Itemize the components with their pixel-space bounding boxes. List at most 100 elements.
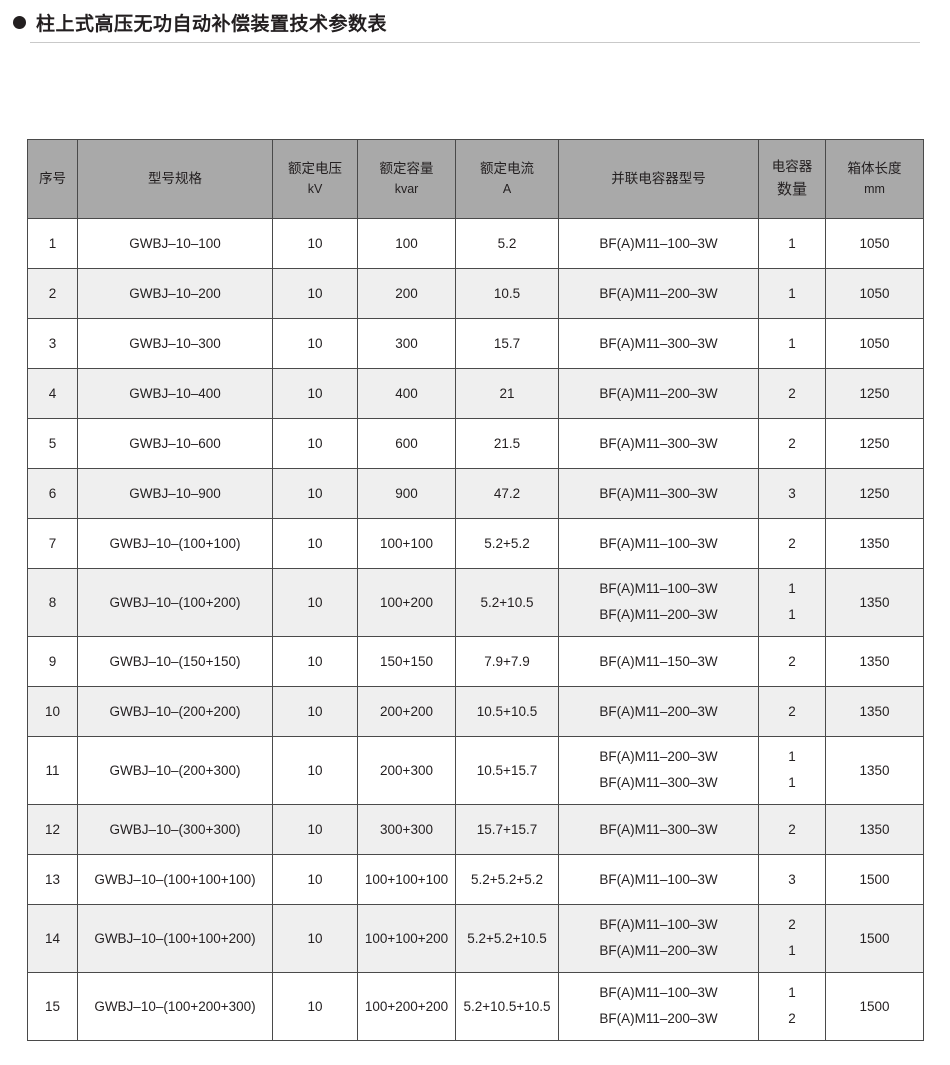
header-label-capacitor-qty-line1: 电容器 (771, 158, 813, 174)
cell-length: 1050 (825, 218, 924, 269)
cell-capacitor-model-stack: BF(A)M11–100–3W BF(A)M11–200–3W (561, 985, 756, 1027)
cell-capacitor-qty-line: 1 (788, 775, 796, 790)
cell-capacitor-model-line: BF(A)M11–100–3W (599, 985, 718, 1001)
header-unit-voltage: kV (307, 181, 323, 196)
cell-length: 1250 (825, 368, 924, 419)
cell-current: 5.2+5.2 (455, 518, 559, 569)
cell-capacitor-model: BF(A)M11–100–3W BF(A)M11–200–3W (558, 568, 759, 637)
cell-voltage: 10 (272, 268, 358, 319)
table-row: 5 GWBJ–10–600 10 600 21.5 BF(A)M11–300–3W 2 125… (27, 418, 924, 469)
cell-capacitor-qty: 3 (758, 468, 826, 519)
column-header-capacity: 额定容量 kvar (357, 139, 456, 219)
cell-length: 1350 (825, 804, 924, 855)
cell-capacitor-model-line: BF(A)M11–100–3W (599, 917, 718, 933)
header-label-no: 序号 (39, 170, 66, 186)
cell-capacitor-model: BF(A)M11–100–3W BF(A)M11–200–3W (558, 904, 759, 973)
cell-length: 1050 (825, 318, 924, 369)
cell-voltage: 10 (272, 636, 358, 687)
cell-voltage: 10 (272, 686, 358, 737)
header-unit-current: A (502, 181, 512, 196)
table-row: 2 GWBJ–10–200 10 200 10.5 BF(A)M11–200–3W 1 105… (27, 268, 924, 319)
cell-no: 5 (27, 418, 78, 469)
cell-capacitor-model: BF(A)M11–200–3W (558, 368, 759, 419)
page-title: 柱上式高压无功自动补偿装置技术参数表 (36, 14, 388, 35)
column-header-capacitor-model: 并联电容器型号 (558, 139, 759, 219)
cell-current: 21 (455, 368, 559, 419)
cell-model: GWBJ–10–(100+100+200) (77, 904, 273, 973)
cell-capacitor-model: BF(A)M11–100–3W BF(A)M11–200–3W (558, 972, 759, 1041)
page-title-block: 柱上式高压无功自动补偿装置技术参数表 (0, 0, 950, 43)
cell-no: 4 (27, 368, 78, 419)
bullet-icon (13, 16, 26, 29)
cell-capacity: 200+300 (357, 736, 456, 805)
cell-current: 5.2+5.2+10.5 (455, 904, 559, 973)
cell-no: 2 (27, 268, 78, 319)
table-row: 12 GWBJ–10–(300+300) 10 300+300 15.7+15.7 BF(… (27, 804, 924, 855)
cell-capacity: 300+300 (357, 804, 456, 855)
cell-model: GWBJ–10–100 (77, 218, 273, 269)
cell-voltage: 10 (272, 368, 358, 419)
cell-model: GWBJ–10–300 (77, 318, 273, 369)
cell-capacitor-model-line: BF(A)M11–200–3W (599, 943, 718, 958)
cell-capacitor-model-line: BF(A)M11–300–3W (599, 775, 718, 790)
header-row: 序号 型号规格 额定电压 kV 额定容量 kvar 额定电流 A (27, 139, 924, 219)
cell-voltage: 10 (272, 418, 358, 469)
cell-current: 5.2+10.5+10.5 (455, 972, 559, 1041)
header-label-capacitor-model: 并联电容器型号 (611, 170, 706, 186)
cell-length: 1050 (825, 268, 924, 319)
table-row: 13 GWBJ–10–(100+100+100) 10 100+100+100 5.2+… (27, 854, 924, 905)
cell-capacity: 200 (357, 268, 456, 319)
cell-capacitor-model: BF(A)M11–300–3W (558, 468, 759, 519)
cell-capacity: 150+150 (357, 636, 456, 687)
header-label-capacity: 额定容量 (379, 160, 434, 176)
cell-capacity: 200+200 (357, 686, 456, 737)
table-row: 8 GWBJ–10–(100+200) 10 100+200 5.2+10.5 BF(A)… (27, 568, 924, 637)
cell-capacitor-qty: 1 (758, 268, 826, 319)
cell-capacity: 900 (357, 468, 456, 519)
cell-no: 13 (27, 854, 78, 905)
cell-capacitor-qty-line: 1 (788, 985, 796, 1001)
cell-length: 1350 (825, 736, 924, 805)
table-row: 3 GWBJ–10–300 10 300 15.7 BF(A)M11–300–3W 1 105… (27, 318, 924, 369)
column-header-capacitor-qty: 电容器 数量 (758, 139, 826, 219)
header-label-capacitor-qty-line2: 数量 (776, 180, 807, 198)
cell-model: GWBJ–10–(100+100+100) (77, 854, 273, 905)
cell-capacitor-model-stack: BF(A)M11–100–3W BF(A)M11–200–3W (561, 581, 756, 623)
cell-voltage: 10 (272, 972, 358, 1041)
cell-capacitor-model-stack: BF(A)M11–100–3W BF(A)M11–200–3W (561, 917, 756, 959)
cell-model: GWBJ–10–(200+300) (77, 736, 273, 805)
cell-capacitor-qty: 2 (758, 636, 826, 687)
cell-no: 3 (27, 318, 78, 369)
cell-capacitor-model: BF(A)M11–200–3W (558, 268, 759, 319)
title-divider (30, 42, 920, 43)
cell-capacitor-model-line: BF(A)M11–200–3W (599, 749, 718, 765)
cell-voltage: 10 (272, 568, 358, 637)
cell-length: 1350 (825, 568, 924, 637)
cell-capacity: 100+100+200 (357, 904, 456, 973)
cell-capacitor-qty: 1 (758, 318, 826, 369)
cell-length: 1500 (825, 904, 924, 973)
cell-capacitor-model: BF(A)M11–300–3W (558, 418, 759, 469)
cell-capacitor-model: BF(A)M11–100–3W (558, 854, 759, 905)
cell-current: 5.2+5.2+5.2 (455, 854, 559, 905)
cell-voltage: 10 (272, 904, 358, 973)
cell-capacitor-qty-line: 1 (788, 581, 796, 597)
cell-capacitor-qty: 2 (758, 804, 826, 855)
cell-model: GWBJ–10–(150+150) (77, 636, 273, 687)
cell-model: GWBJ–10–(300+300) (77, 804, 273, 855)
table-body: 1 GWBJ–10–100 10 100 5.2 BF(A)M11–100–3W 1 1050… (27, 218, 924, 1041)
cell-voltage: 10 (272, 804, 358, 855)
cell-capacitor-model: BF(A)M11–200–3W (558, 686, 759, 737)
cell-capacitor-model-line: BF(A)M11–100–3W (599, 581, 718, 597)
cell-voltage: 10 (272, 854, 358, 905)
cell-capacitor-qty: 2 (758, 686, 826, 737)
cell-capacity: 100+200+200 (357, 972, 456, 1041)
cell-capacitor-qty-line: 2 (788, 917, 796, 933)
header-label-model: 型号规格 (148, 170, 202, 186)
cell-length: 1350 (825, 636, 924, 687)
cell-voltage: 10 (272, 218, 358, 269)
